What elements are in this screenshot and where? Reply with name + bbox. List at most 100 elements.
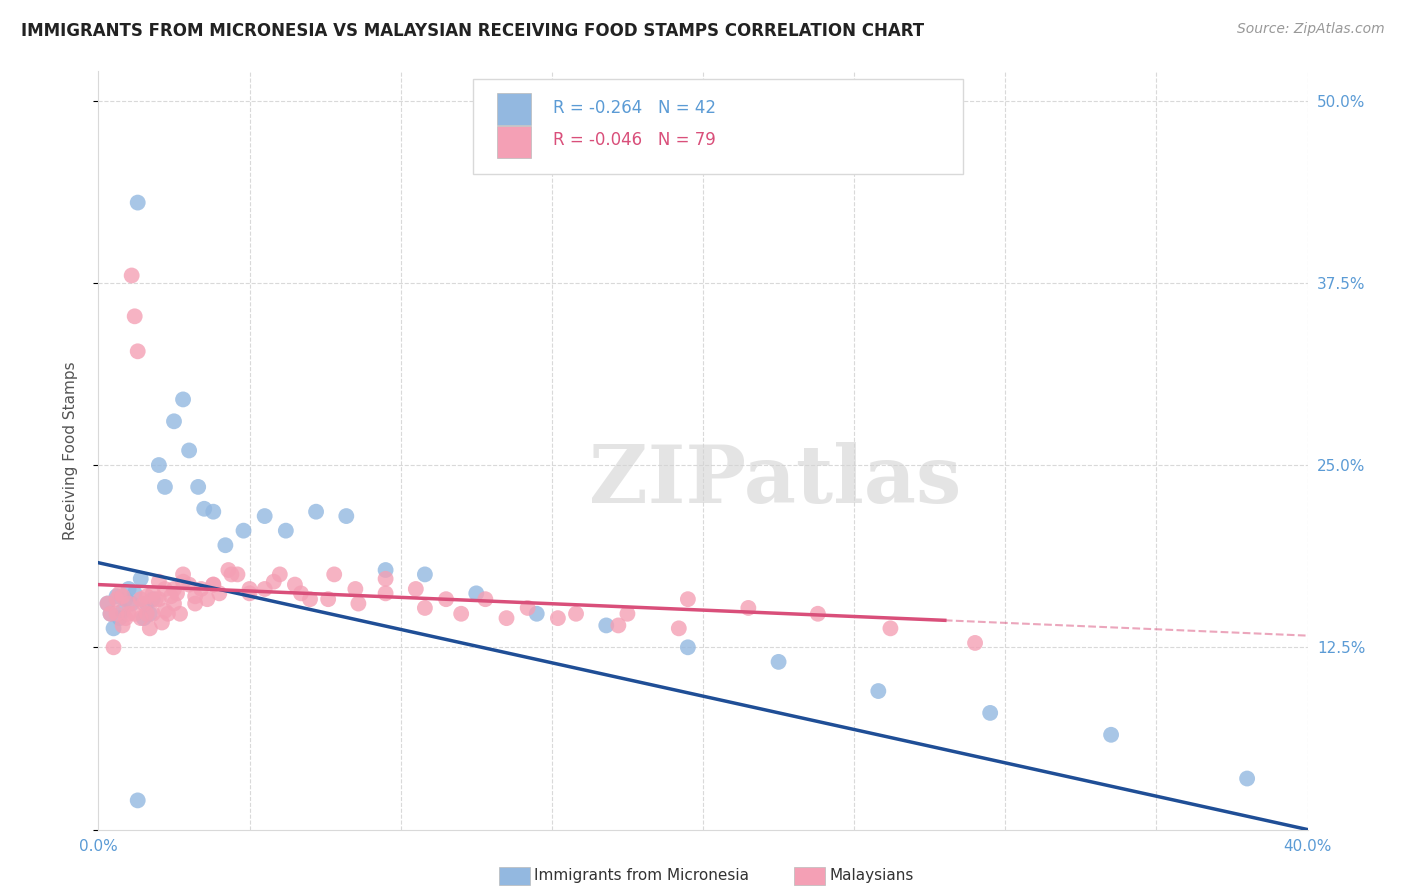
Point <box>374 563 396 577</box>
Point <box>129 572 152 586</box>
Point <box>1099 728 1122 742</box>
Point <box>193 501 215 516</box>
Point <box>105 589 128 603</box>
Point <box>217 563 239 577</box>
Point <box>179 577 201 591</box>
Point <box>187 480 209 494</box>
Point <box>124 586 146 600</box>
Point <box>96 597 118 611</box>
Point <box>290 586 312 600</box>
Point <box>160 589 183 603</box>
Point <box>221 567 243 582</box>
Point <box>737 601 759 615</box>
Point <box>139 621 162 635</box>
Point <box>153 604 176 618</box>
Point <box>413 567 436 582</box>
Point <box>135 589 157 603</box>
Point <box>190 582 212 596</box>
Point <box>405 582 427 596</box>
Point <box>135 607 157 621</box>
Point <box>121 268 143 283</box>
Point <box>965 636 987 650</box>
Point <box>118 597 141 611</box>
Point <box>253 509 276 524</box>
Point <box>768 655 790 669</box>
Point <box>118 582 141 596</box>
Text: Source: ZipAtlas.com: Source: ZipAtlas.com <box>1237 22 1385 37</box>
Point <box>108 586 131 600</box>
Point <box>111 604 134 618</box>
Point <box>124 607 146 621</box>
FancyBboxPatch shape <box>474 79 963 174</box>
Point <box>616 607 638 621</box>
Text: ZIPatlas: ZIPatlas <box>589 442 962 520</box>
Point <box>108 611 131 625</box>
Text: Immigrants from Micronesia: Immigrants from Micronesia <box>534 869 749 883</box>
Point <box>148 458 170 472</box>
Point <box>96 597 118 611</box>
Point <box>202 577 225 591</box>
Point <box>316 592 339 607</box>
Point <box>172 392 194 407</box>
Text: Malaysians: Malaysians <box>830 869 914 883</box>
Point <box>208 586 231 600</box>
Point <box>153 480 176 494</box>
Point <box>142 586 165 600</box>
Point <box>127 195 149 210</box>
Point <box>127 344 149 359</box>
Point <box>274 524 297 538</box>
Point <box>526 607 548 621</box>
Point <box>450 607 472 621</box>
Point <box>284 577 307 591</box>
Point <box>105 607 128 621</box>
Point <box>1236 772 1258 786</box>
Point <box>156 607 179 621</box>
Point <box>979 706 1001 720</box>
FancyBboxPatch shape <box>498 94 531 125</box>
Point <box>127 793 149 807</box>
Point <box>148 574 170 589</box>
Point <box>335 509 357 524</box>
Y-axis label: Receiving Food Stamps: Receiving Food Stamps <box>63 361 77 540</box>
Point <box>111 618 134 632</box>
Point <box>607 618 630 632</box>
Text: IMMIGRANTS FROM MICRONESIA VS MALAYSIAN RECEIVING FOOD STAMPS CORRELATION CHART: IMMIGRANTS FROM MICRONESIA VS MALAYSIAN … <box>21 22 924 40</box>
Point <box>172 574 194 589</box>
Point <box>124 310 146 324</box>
Point <box>465 586 488 600</box>
Point <box>129 611 152 625</box>
Point <box>121 597 143 611</box>
Point <box>172 567 194 582</box>
Point <box>114 592 136 607</box>
Point <box>145 592 167 607</box>
Point <box>547 611 569 625</box>
Point <box>139 607 162 621</box>
Point <box>148 592 170 607</box>
Point <box>269 567 291 582</box>
Point <box>132 597 155 611</box>
Point <box>202 577 225 591</box>
Point <box>118 607 141 621</box>
Point <box>239 582 262 596</box>
Point <box>163 597 186 611</box>
Text: R = -0.046   N = 79: R = -0.046 N = 79 <box>553 131 716 149</box>
Point <box>166 586 188 600</box>
Point <box>676 592 699 607</box>
Point <box>202 505 225 519</box>
Point <box>807 607 830 621</box>
Point <box>879 621 901 635</box>
Point <box>232 524 254 538</box>
Text: R = -0.264   N = 42: R = -0.264 N = 42 <box>553 99 716 117</box>
Point <box>103 621 125 635</box>
Point <box>495 611 517 625</box>
Point <box>676 640 699 655</box>
Point <box>374 586 396 600</box>
Point <box>239 586 262 600</box>
Point <box>179 443 201 458</box>
Point <box>516 601 538 615</box>
Point <box>474 592 496 607</box>
Point <box>595 618 617 632</box>
Point <box>305 505 328 519</box>
Point <box>163 414 186 428</box>
Point <box>184 597 207 611</box>
